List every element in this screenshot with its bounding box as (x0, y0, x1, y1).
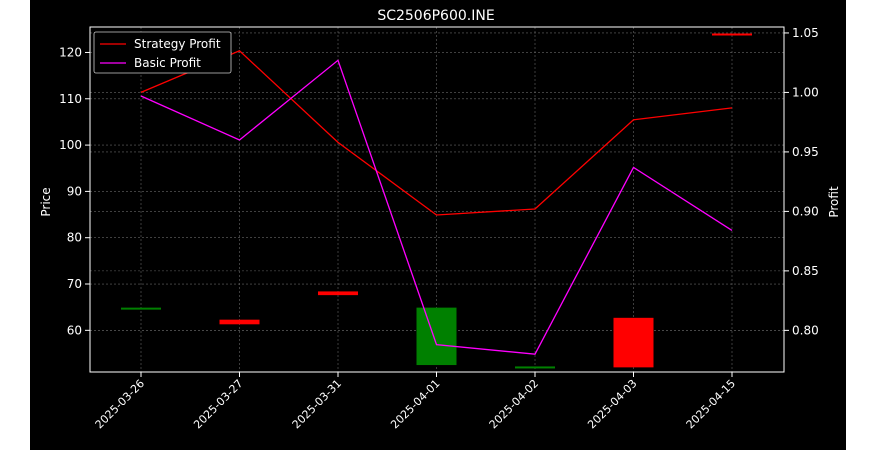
chart-figure: 2025-03-26 2025-03-27 2025-03-31 2025-04-01… (30, 0, 846, 450)
candles-layer (121, 33, 752, 369)
candle-body (219, 319, 260, 325)
chart-svg: 2025-03-26 2025-03-27 2025-03-31 2025-04-01… (30, 0, 846, 450)
y-right-tick-label: 0.80 (792, 323, 819, 337)
y-axis-left: 60 70 80 90 100 110 120 (59, 45, 90, 337)
y-axis-left-label: Price (39, 187, 53, 216)
figure-background (30, 0, 846, 450)
y-left-tick-label: 70 (67, 277, 82, 291)
y-left-tick-label: 90 (67, 184, 82, 198)
legend-box (93, 31, 232, 74)
y-left-tick-label: 60 (67, 323, 82, 337)
legend: Strategy Profit Basic Profit (93, 31, 232, 74)
y-left-tick-label: 100 (59, 138, 82, 152)
y-right-tick-label: 0.95 (792, 145, 819, 159)
y-right-tick-label: 0.85 (792, 264, 819, 278)
candle-body (712, 33, 752, 36)
y-right-tick-label: 1.05 (792, 26, 819, 40)
candle-body (318, 291, 358, 296)
y-axis-right-label: Profit (827, 186, 841, 218)
candle-body (121, 307, 161, 310)
profit-lines-layer (140, 50, 733, 355)
y-axis-right: 0.80 0.85 0.90 0.95 1.00 1.05 (784, 26, 819, 337)
candle-body (416, 307, 457, 366)
y-left-tick-label: 80 (67, 231, 82, 245)
candle-body (515, 366, 555, 369)
grid-lines (90, 27, 784, 372)
y-right-tick-label: 0.90 (792, 204, 819, 218)
legend-strategy-label: Strategy Profit (134, 37, 221, 51)
y-right-tick-label: 1.00 (792, 85, 819, 99)
y-left-tick-label: 110 (59, 92, 82, 106)
legend-basic-label: Basic Profit (134, 56, 201, 70)
chart-title: SC2506P600.INE (377, 8, 494, 24)
profit-line (140, 59, 733, 355)
profit-line (140, 50, 733, 216)
candle-body (613, 317, 654, 368)
y-left-tick-label: 120 (59, 45, 82, 59)
